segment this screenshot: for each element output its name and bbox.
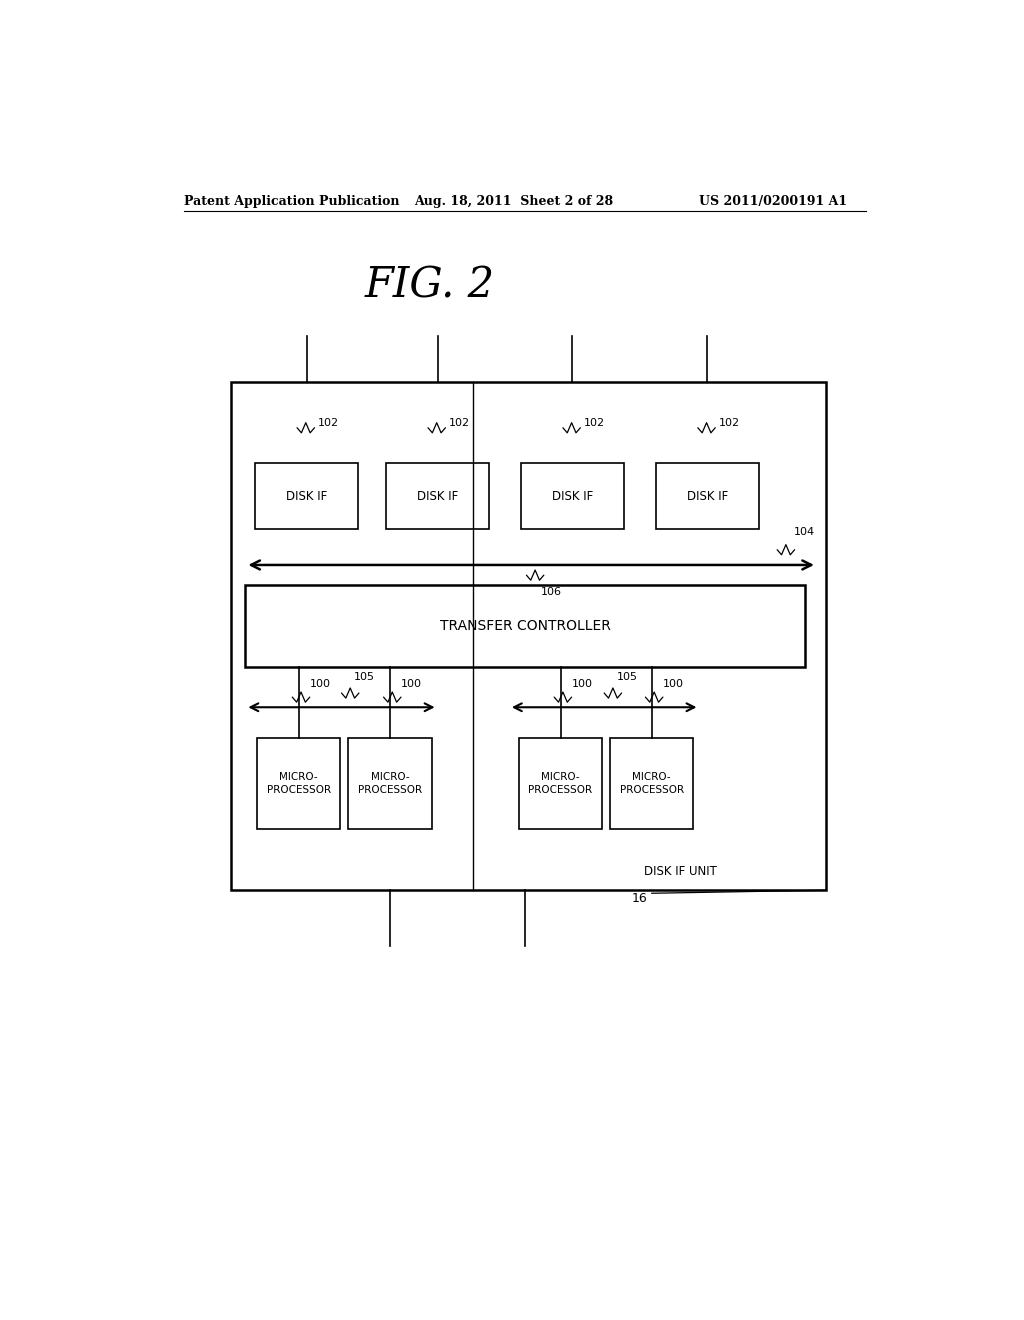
Text: DISK IF UNIT: DISK IF UNIT [644,866,717,878]
Text: MICRO-
PROCESSOR: MICRO- PROCESSOR [620,772,684,795]
Text: 100: 100 [571,678,593,689]
Text: 106: 106 [541,587,562,598]
Text: FIG. 2: FIG. 2 [365,264,495,306]
Text: MICRO-
PROCESSOR: MICRO- PROCESSOR [528,772,593,795]
Text: Aug. 18, 2011  Sheet 2 of 28: Aug. 18, 2011 Sheet 2 of 28 [414,194,612,207]
Bar [655,463,759,529]
Bar [257,738,340,829]
Bar [348,738,431,829]
Text: DISK IF: DISK IF [687,490,728,503]
Bar [521,463,624,529]
Text: 16: 16 [632,892,648,904]
Text: US 2011/0200191 A1: US 2011/0200191 A1 [699,194,848,207]
Text: Patent Application Publication: Patent Application Publication [183,194,399,207]
Bar [246,585,805,667]
Bar [255,463,358,529]
Bar [231,381,826,890]
Bar [519,738,602,829]
Text: 104: 104 [795,527,815,536]
Text: DISK IF: DISK IF [552,490,593,503]
Text: 105: 105 [616,672,638,682]
Text: MICRO-
PROCESSOR: MICRO- PROCESSOR [357,772,422,795]
Text: 102: 102 [719,417,739,428]
Text: MICRO-
PROCESSOR: MICRO- PROCESSOR [266,772,331,795]
Bar [610,738,693,829]
Text: 105: 105 [354,672,375,682]
Bar [386,463,489,529]
Text: 102: 102 [449,417,470,428]
Text: DISK IF: DISK IF [286,490,328,503]
Text: 100: 100 [663,678,684,689]
Text: 102: 102 [584,417,604,428]
Text: 102: 102 [317,417,339,428]
Text: 100: 100 [309,678,331,689]
Text: TRANSFER CONTROLLER: TRANSFER CONTROLLER [439,619,610,634]
Text: 100: 100 [401,678,422,689]
Text: DISK IF: DISK IF [417,490,458,503]
